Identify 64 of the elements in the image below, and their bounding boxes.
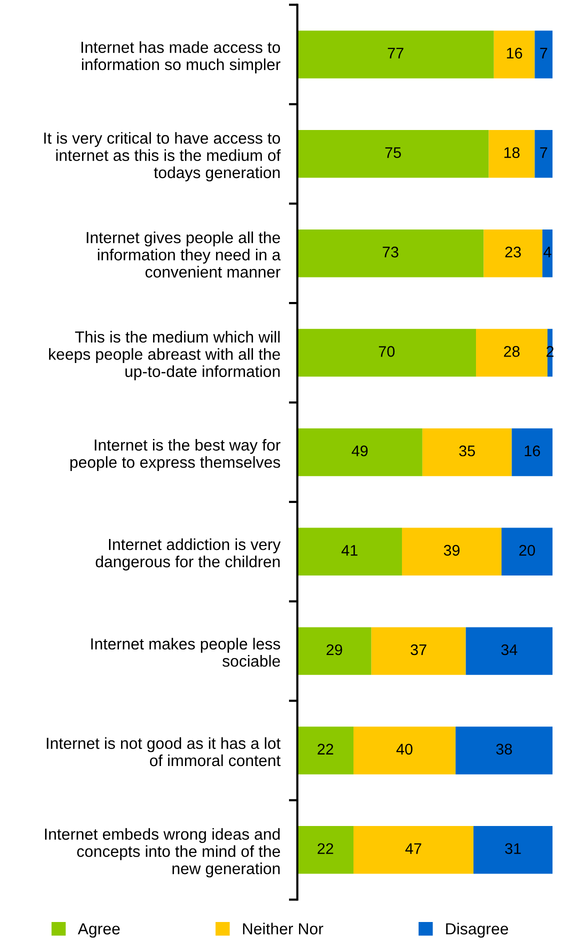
bar [297, 328, 476, 377]
bar [297, 826, 354, 874]
data-label: 7 [540, 48, 548, 58]
data-label: 16 [524, 445, 540, 456]
data-label: 31 [505, 843, 521, 854]
data-label: 4 [544, 246, 552, 258]
bar [542, 229, 553, 278]
data-label: 22 [318, 744, 334, 754]
data-label: 39 [444, 544, 460, 556]
bar [466, 627, 553, 675]
data-label: 29 [326, 644, 342, 656]
data-label: 34 [501, 644, 518, 656]
bar [297, 428, 422, 476]
bar [297, 30, 494, 78]
data-label: 73 [382, 246, 398, 258]
data-label: 75 [385, 147, 401, 158]
data-label: 38 [496, 744, 512, 755]
bar [488, 130, 535, 178]
legend-label: Agree [78, 923, 120, 938]
bar [402, 528, 502, 576]
bar [297, 627, 372, 675]
data-label: 28 [504, 346, 520, 357]
data-label: 20 [519, 544, 535, 556]
bar [353, 726, 456, 774]
legend-label: Disagree [446, 922, 508, 938]
y-tick-label: Internet is the best way for people to express themselves [70, 438, 280, 472]
bar [422, 428, 512, 476]
data-label: 16 [506, 48, 522, 59]
data-label: 40 [396, 744, 412, 755]
bar [456, 726, 553, 774]
bar [502, 528, 553, 576]
bar [494, 30, 535, 78]
y-tick-label: Internet embeds wrong ideas and concepts into the mind of the new generation [45, 828, 280, 878]
bar [297, 229, 484, 278]
bar [297, 726, 354, 774]
data-label: 22 [318, 843, 334, 854]
data-label: 35 [459, 445, 475, 456]
data-label: 18 [504, 147, 520, 158]
bar [297, 130, 489, 178]
bar [353, 826, 474, 874]
y-tick-label: This is the medium which will keeps people abreast with all the up-to-date information [49, 330, 280, 380]
data-label: 77 [388, 48, 404, 58]
legend-label: Neither Nor [243, 922, 324, 934]
bar [476, 328, 548, 377]
data-label: 41 [342, 545, 358, 556]
bar [371, 627, 466, 675]
bar [534, 130, 553, 178]
y-tick-label: Internet is not good as it has a lot of immoral content [46, 737, 281, 766]
bar [297, 528, 402, 576]
bar [512, 428, 553, 476]
y-tick-label: It is very critical to have access to internet as this is the medium of todays generation [44, 132, 281, 182]
bar [473, 826, 553, 874]
bar [534, 30, 553, 78]
y-tick-label: Internet addiction is very dangerous for the children [96, 538, 281, 570]
data-label: 7 [540, 147, 548, 158]
y-tick-label: Internet has made access to information so much simpler [82, 41, 280, 74]
data-label: 37 [410, 644, 426, 656]
y-tick-label: Internet gives people all the information they need in a convenient manner [86, 232, 281, 278]
data-label: 49 [352, 445, 368, 456]
data-label: 70 [378, 346, 395, 357]
bar [484, 229, 542, 278]
data-label: 23 [505, 246, 521, 258]
data-label: 47 [405, 843, 422, 854]
y-tick-label: Internet makes people less sociable [91, 638, 280, 667]
